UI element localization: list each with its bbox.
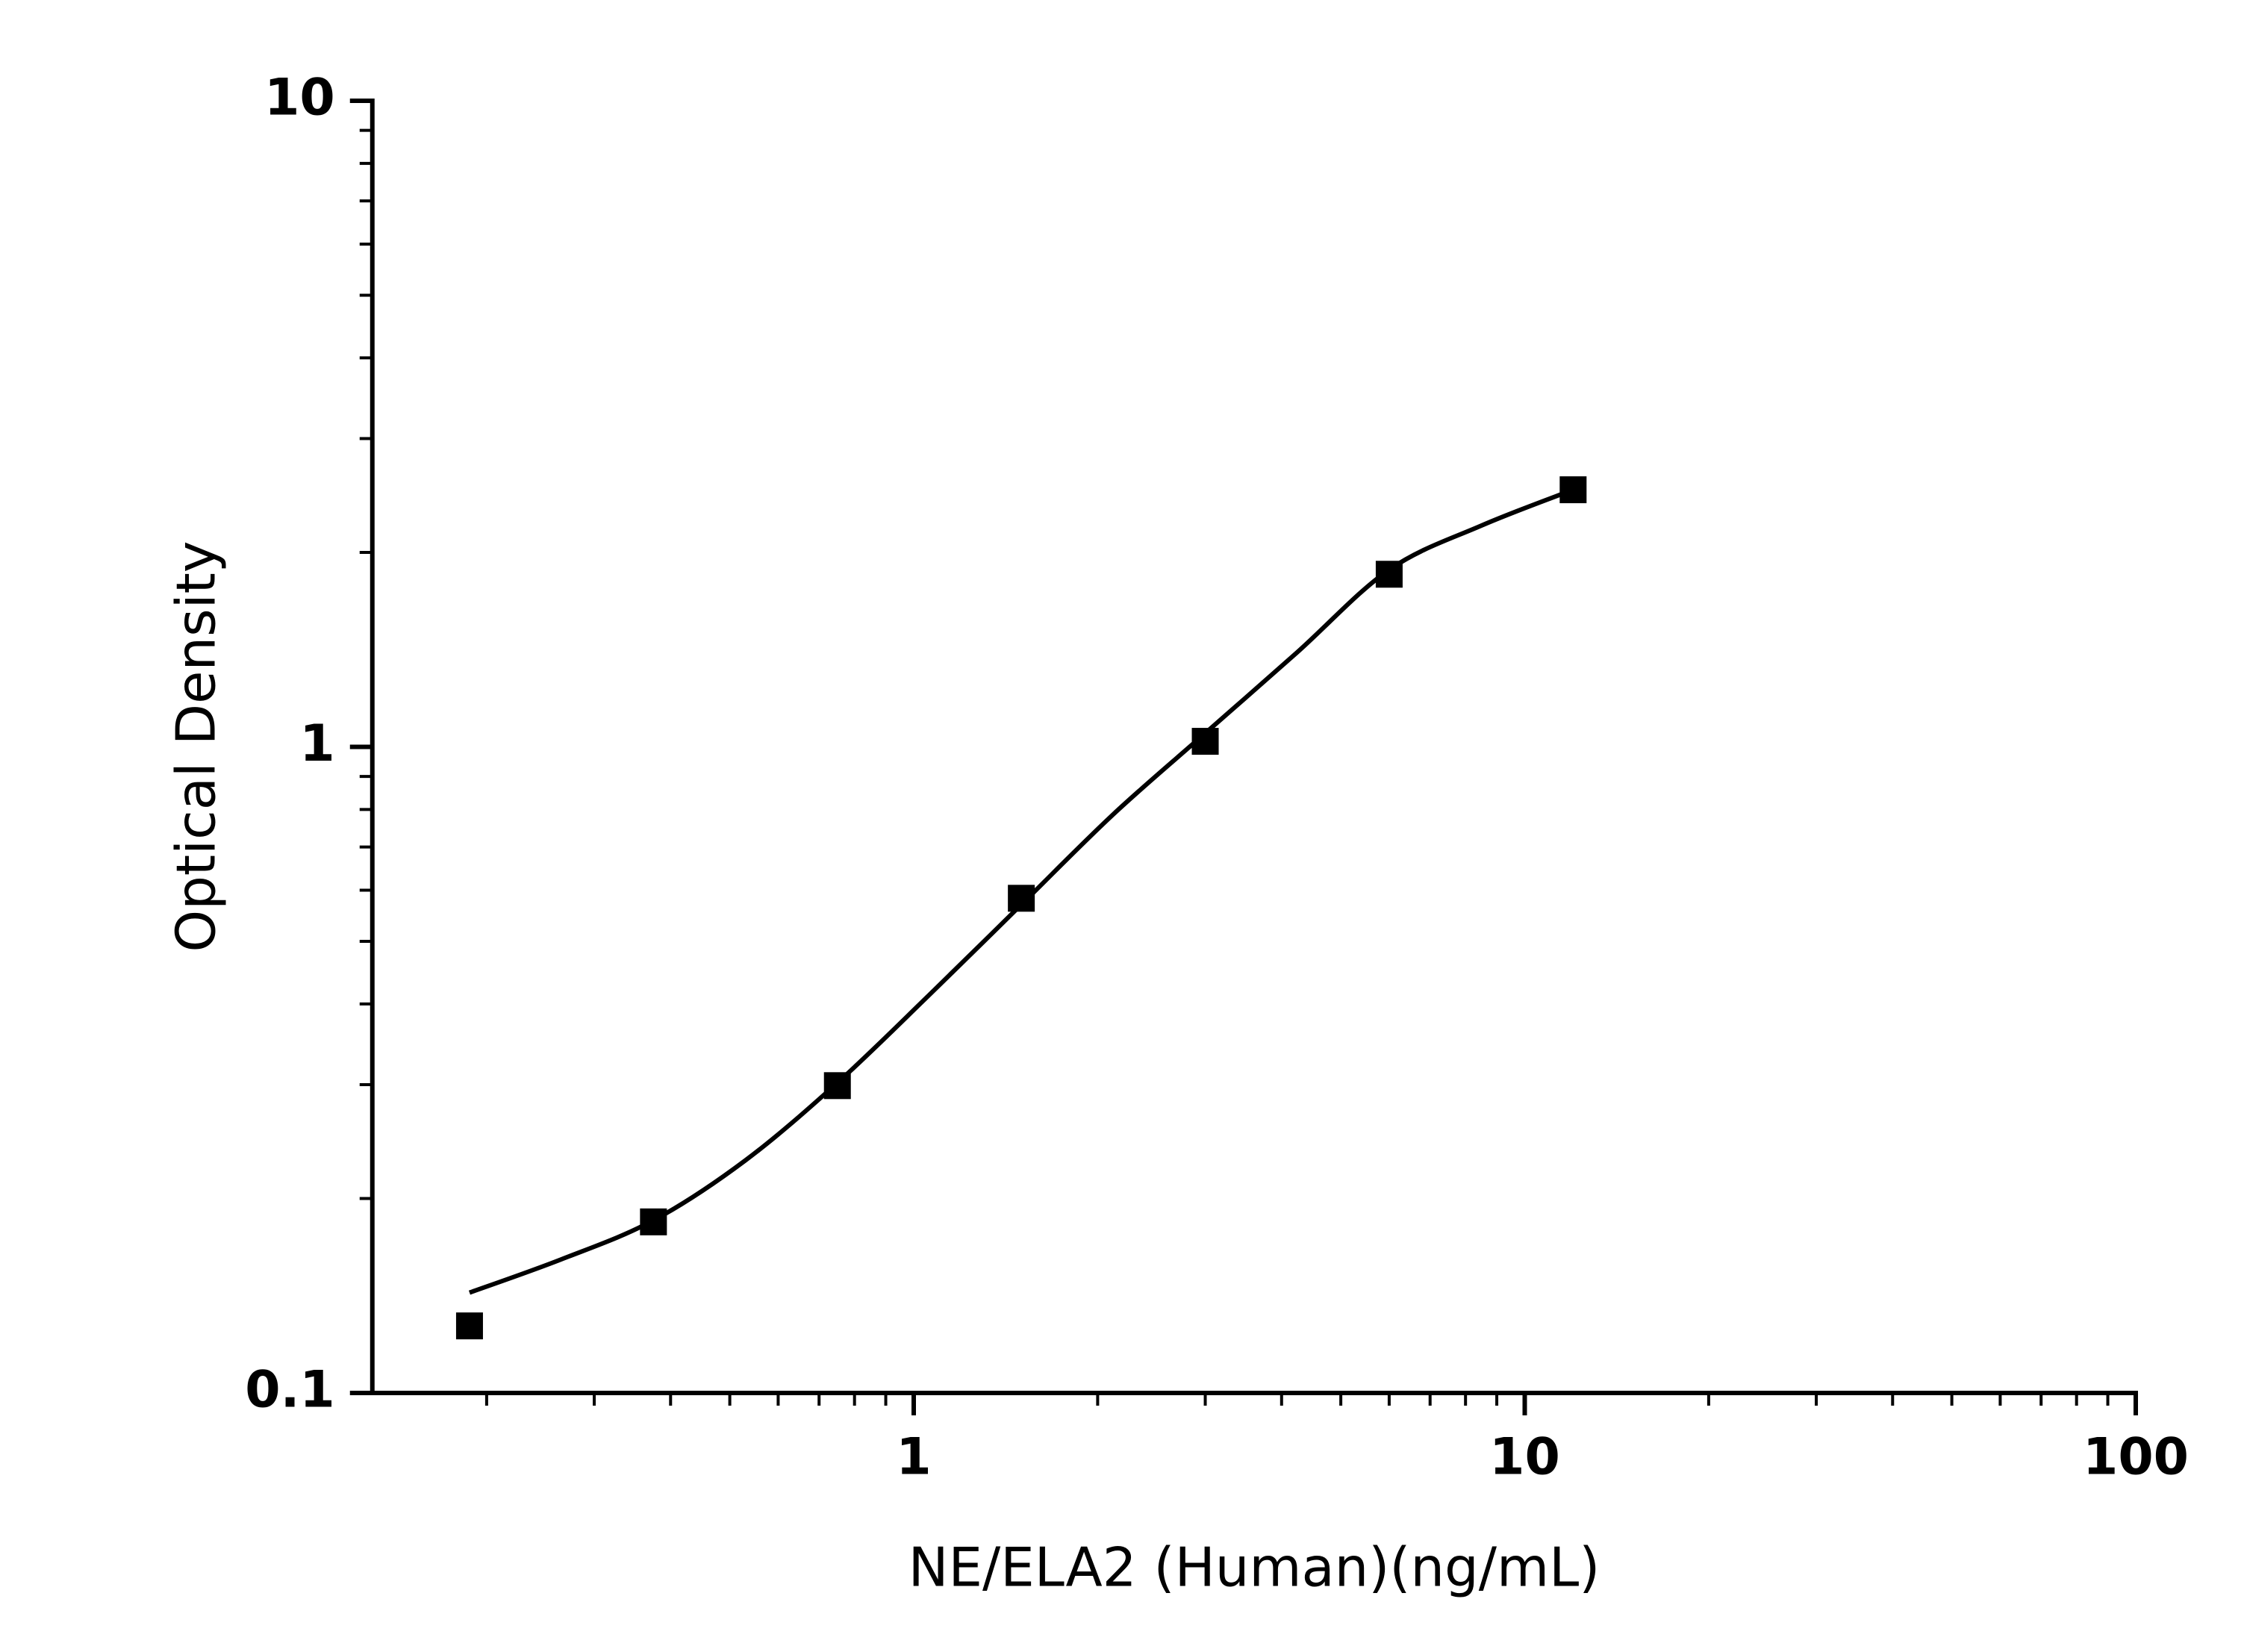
x-tick-label: 10 [1489, 1428, 1560, 1487]
y-tick-label: 1 [299, 714, 334, 773]
point [1559, 476, 1587, 504]
point [1008, 885, 1035, 912]
y-tick-label: 10 [264, 69, 335, 128]
y-axis-title: Optical Density [165, 541, 228, 953]
x-axis-title: NE/ELA2 (Human)(ng/mL) [908, 1536, 1601, 1599]
x-tick-label: 100 [2083, 1428, 2189, 1487]
point [640, 1208, 667, 1235]
point [1191, 728, 1219, 755]
point [1375, 561, 1403, 588]
y-tick-label: 0.1 [245, 1361, 334, 1420]
point [455, 1312, 483, 1340]
x-tick-label: 1 [896, 1428, 931, 1487]
point [823, 1072, 851, 1100]
